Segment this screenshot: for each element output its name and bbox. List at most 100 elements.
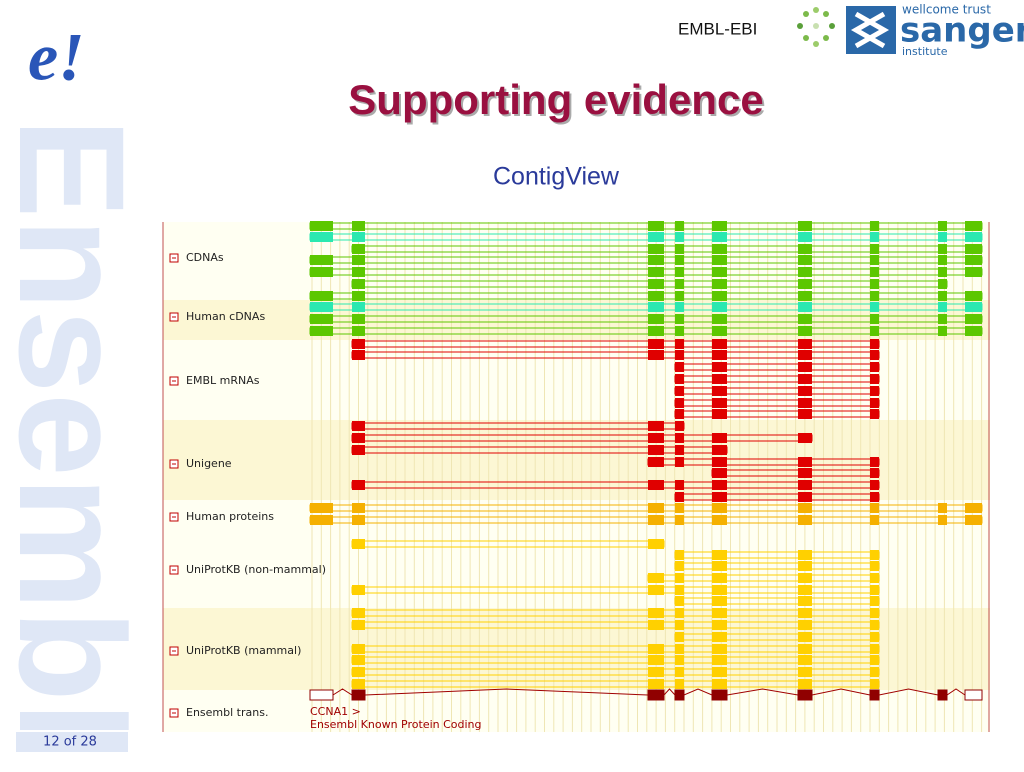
feature-block: [675, 480, 684, 490]
feature-block: [938, 302, 947, 312]
feature-block: [798, 492, 812, 502]
feature-block: [648, 291, 664, 301]
feature-block: [798, 596, 812, 606]
feature-block: [965, 515, 982, 525]
feature-block: [712, 339, 727, 349]
feature-block: [965, 326, 982, 336]
feature-block: [798, 585, 812, 595]
feature-block: [648, 655, 664, 665]
feature-block: [870, 232, 879, 242]
feature-block: [310, 515, 333, 525]
feature-block: [798, 279, 812, 289]
feature-block: [798, 221, 812, 231]
feature-block: [870, 279, 879, 289]
feature-block: [352, 267, 365, 277]
feature-block: [870, 679, 879, 689]
feature-block: [675, 457, 684, 467]
exon: [797, 689, 813, 701]
feature-block: [798, 244, 812, 254]
feature-block: [675, 667, 684, 677]
feature-block: [798, 374, 812, 384]
feature-block: [798, 632, 812, 642]
feature-block: [352, 655, 365, 665]
feature-block: [712, 468, 727, 478]
feature-block: [870, 492, 879, 502]
feature-block: [648, 515, 664, 525]
transcript-name: CCNA1 >: [310, 705, 361, 718]
feature-block: [712, 314, 727, 324]
feature-block: [675, 279, 684, 289]
exon: [674, 689, 685, 701]
feature-block: [648, 620, 664, 630]
feature-block: [648, 421, 664, 431]
feature-block: [675, 386, 684, 396]
feature-block: [712, 255, 727, 265]
feature-block: [712, 573, 727, 583]
feature-block: [352, 667, 365, 677]
sanger-top: wellcome trust: [902, 3, 991, 17]
feature-block: [352, 221, 365, 231]
feature-block: [870, 362, 879, 372]
feature-block: [648, 503, 664, 513]
exon: [711, 689, 728, 701]
feature-block: [675, 291, 684, 301]
sanger-icon-mark: [850, 11, 890, 49]
feature-block: [798, 302, 812, 312]
feature-block: [310, 221, 333, 231]
feature-block: [798, 232, 812, 242]
feature-block: [870, 632, 879, 642]
feature-block: [352, 314, 365, 324]
feature-block: [352, 421, 365, 431]
feature-block: [938, 255, 947, 265]
feature-block: [675, 232, 684, 242]
feature-block: [712, 608, 727, 618]
feature-block: [965, 221, 982, 231]
feature-block: [352, 539, 365, 549]
feature-block: [352, 232, 365, 242]
feature-block: [870, 326, 879, 336]
feature-block: [648, 667, 664, 677]
feature-block: [648, 539, 664, 549]
transcript-type: Ensembl Known Protein Coding: [310, 718, 482, 731]
feature-block: [712, 585, 727, 595]
feature-block: [310, 302, 333, 312]
feature-block: [870, 291, 879, 301]
feature-block: [938, 279, 947, 289]
feature-block: [965, 314, 982, 324]
feature-block: [648, 232, 664, 242]
feature-block: [712, 620, 727, 630]
feature-block: [712, 279, 727, 289]
sanger-name: sanger: [900, 11, 1024, 51]
feature-block: [352, 291, 365, 301]
feature-block: [798, 314, 812, 324]
feature-block: [938, 503, 947, 513]
feature-block: [352, 255, 365, 265]
feature-block: [675, 679, 684, 689]
track-label: CDNAs: [186, 251, 224, 264]
feature-block: [352, 503, 365, 513]
exon: [937, 689, 948, 701]
feature-block: [938, 314, 947, 324]
feature-block: [798, 398, 812, 408]
feature-block: [310, 232, 333, 242]
track-label: Human proteins: [186, 510, 274, 523]
feature-block: [675, 350, 684, 360]
feature-block: [675, 362, 684, 372]
feature-block: [675, 550, 684, 560]
feature-block: [675, 267, 684, 277]
feature-block: [965, 244, 982, 254]
feature-block: [648, 221, 664, 231]
feature-block: [712, 561, 727, 571]
feature-block: [712, 644, 727, 654]
feature-block: [798, 679, 812, 689]
feature-block: [675, 515, 684, 525]
track-label: Ensembl trans.: [186, 706, 268, 719]
feature-block: [352, 433, 365, 443]
feature-block: [870, 550, 879, 560]
feature-block: [675, 655, 684, 665]
feature-block: [675, 620, 684, 630]
feature-block: [798, 267, 812, 277]
feature-block: [870, 585, 879, 595]
feature-block: [648, 267, 664, 277]
feature-block: [965, 302, 982, 312]
